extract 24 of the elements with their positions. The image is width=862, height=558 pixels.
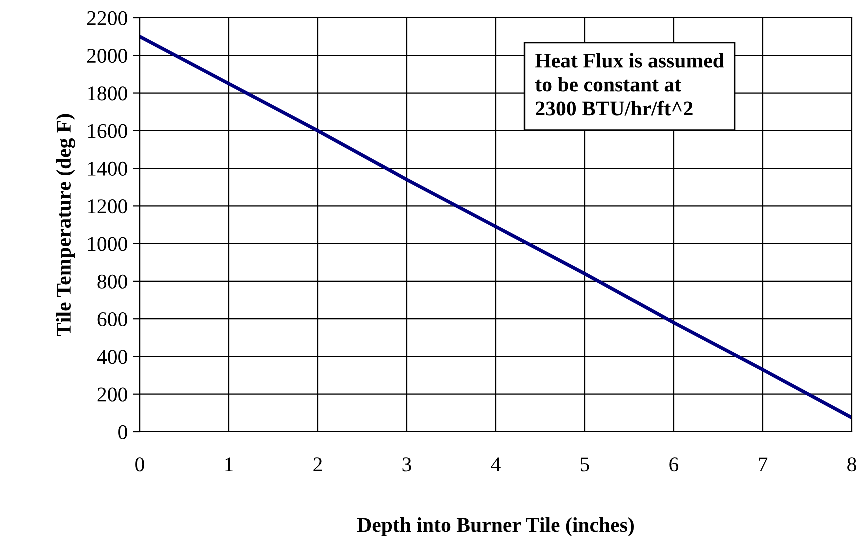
x-tick-label: 6 (670, 458, 679, 472)
x-tick-label: 8 (848, 458, 856, 472)
x-tick-label: 5 (581, 458, 590, 472)
x-tick-label: 1 (226, 458, 233, 472)
y-tick-label: 1200 (88, 200, 128, 214)
y-axis-title: Tile Temperature (deg F) (56, 114, 76, 336)
y-tick-label: 1600 (88, 124, 128, 138)
y-tick-label: 2000 (87, 49, 128, 64)
y-tick-label: 400 (97, 350, 128, 364)
x-axis-title: Depth into Burner Tile (inches) (357, 518, 634, 536)
annotation: Heat Flux is assumed to be constant at 2300 BTU/hr/ft^2 (535, 53, 724, 116)
x-tick-label: 0 (136, 458, 144, 472)
x-tick-label: 4 (491, 458, 501, 472)
y-tick-label: 1400 (88, 162, 128, 176)
x-tick-label: 2 (314, 458, 322, 472)
y-tick-label: 600 (98, 312, 128, 327)
x-tick-label: 7 (759, 458, 768, 472)
y-tick-label: 1800 (88, 86, 128, 101)
y-tick-label: 200 (98, 388, 128, 402)
y-tick-label: 1000 (88, 237, 128, 252)
x-tick-label: 3 (402, 458, 412, 472)
y-tick-label: 800 (98, 274, 128, 289)
y-tick-label: 2200 (87, 11, 128, 26)
y-tick-label: 0 (118, 425, 128, 440)
